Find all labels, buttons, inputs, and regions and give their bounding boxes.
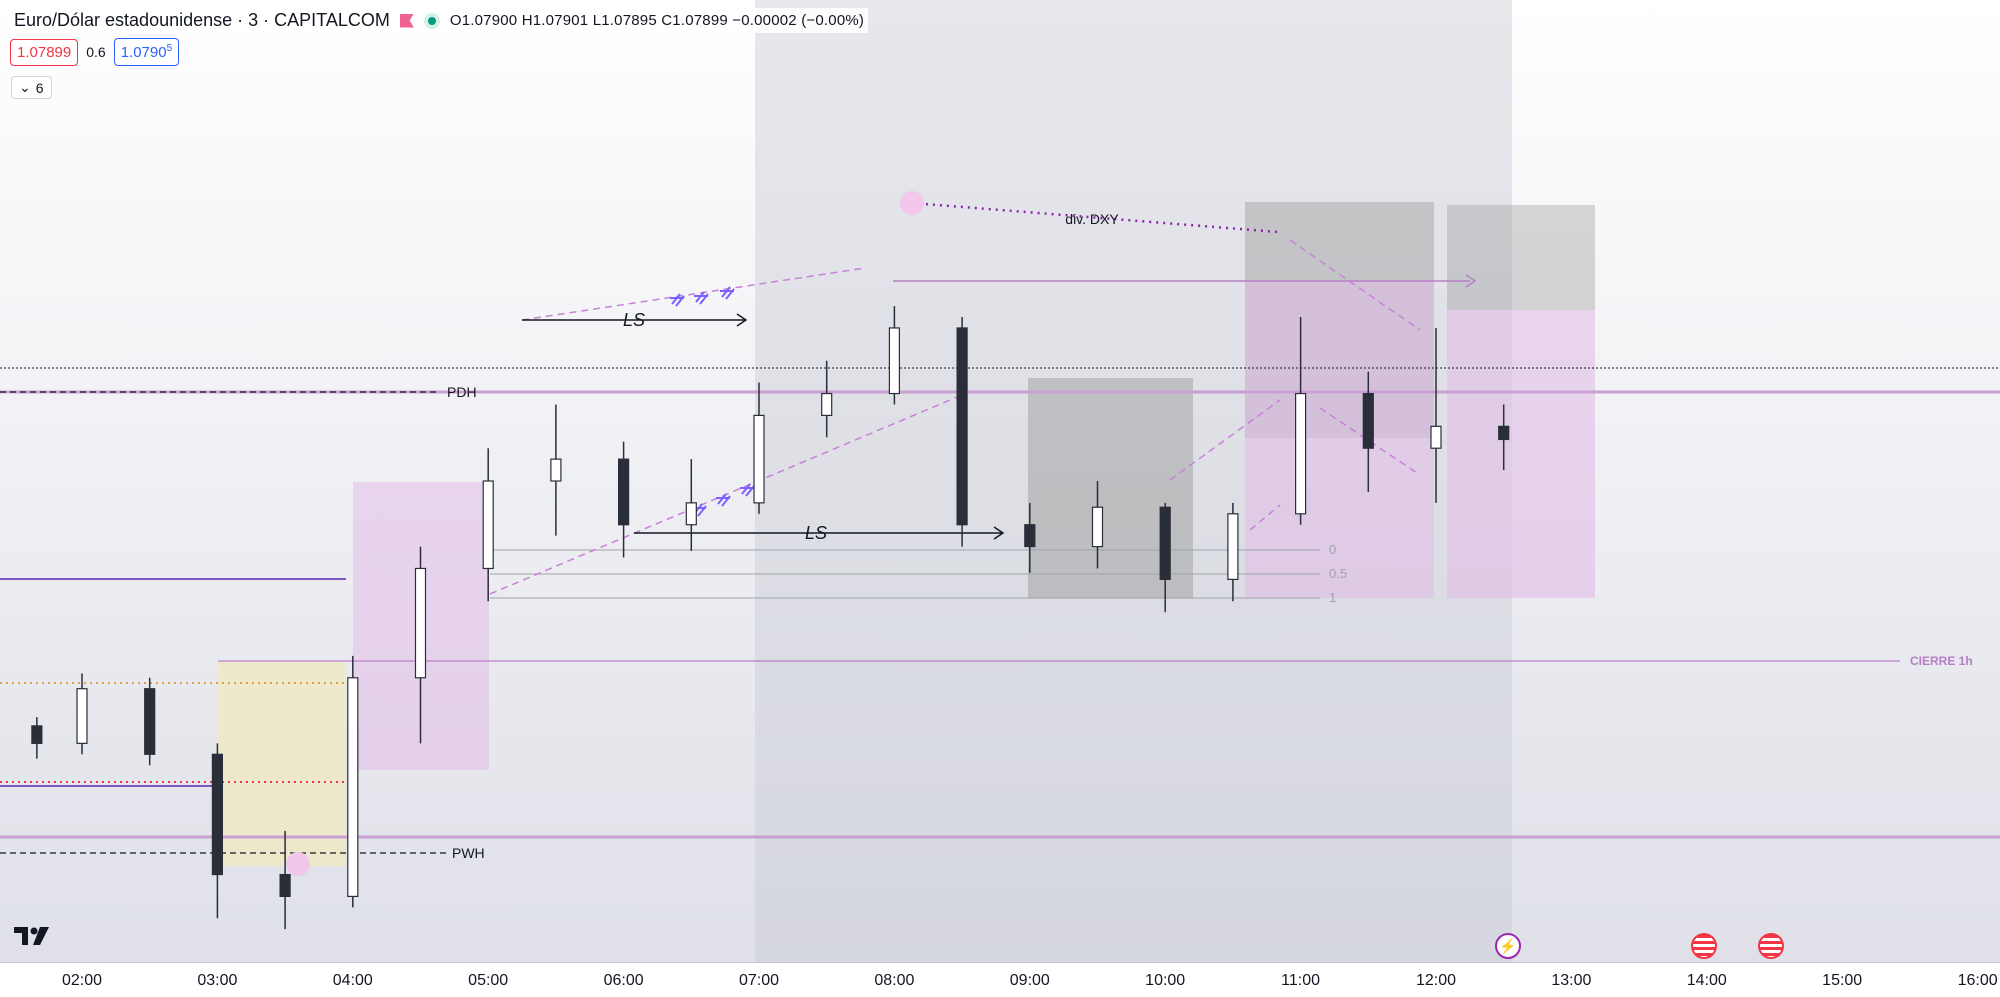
pwh-label: PWH [452,845,485,861]
fib-label-1: 1 [1329,590,1336,605]
ls-label-top: LS [623,310,645,330]
indicator-count: 6 [35,79,44,96]
candle-body [414,567,427,679]
chevron-down-icon: ⌄ [19,79,31,95]
candle-body [482,480,494,570]
x-tick-label: 07:00 [738,972,780,989]
candle-body [279,873,291,898]
indicators-toggle[interactable]: ⌄ 6 [11,76,52,99]
channel-upper [521,267,866,321]
flag-icon[interactable] [399,13,414,28]
ls-arrow-top-head [736,313,748,327]
x-tick-label: 06:00 [603,972,644,989]
pink-zone-2 [1245,280,1434,598]
grey-zone-3 [1447,205,1595,310]
candle-body [1294,392,1307,515]
candle-body [956,327,968,526]
x-tick-label: 12:00 [1415,972,1457,989]
ls-arrow-bottom-head [993,526,1005,540]
yellow-zone [218,662,346,866]
symbol-legend[interactable]: Euro/Dólar estadounidense · 3 · CAPITALC… [10,8,869,33]
buy-price-sup: 5 [166,43,173,54]
fib-label-05: 0.5 [1329,566,1347,581]
us-flag-event-icon[interactable] [1691,933,1717,959]
candle-body [753,414,765,504]
purple-level-arrow [1465,274,1477,288]
x-tick-label: 16:00 [1957,972,1998,989]
us-flag-event-icon-2[interactable] [1758,933,1784,959]
candle-body [1362,392,1374,449]
price-chart[interactable]: LS LS div. DXY PDH PWH CIERRE 1h 0 0.5 1 [0,0,2000,962]
pdh-label: PDH [447,384,477,400]
pink-zone-3 [1447,310,1595,598]
candle-body [617,458,630,526]
x-tick-label: 08:00 [874,972,915,989]
pwh-touch-marker [286,852,310,876]
ohlc-values: O1.07900 H1.07901 L1.07895 C1.07899 −0.0… [449,12,865,29]
candle-body [1430,425,1442,449]
x-tick-label: 03:00 [197,972,238,989]
candle-body [76,688,88,744]
candle-body [31,725,43,744]
div-dxy-line [911,201,1279,234]
candle-body [1159,506,1171,580]
candle-body [1024,524,1036,548]
x-tick-label: 13:00 [1551,972,1592,989]
candles [31,306,1510,930]
div-dxy-marker [900,191,924,215]
x-tick-label: 14:00 [1686,972,1727,989]
candle-body [888,327,901,395]
candle-body [685,502,697,526]
tradingview-logo-icon[interactable] [14,925,54,947]
spread-value: 0.6 [86,44,106,60]
candle-body [211,753,223,876]
x-tick-label: 05:00 [468,972,509,989]
x-tick-label: 10:00 [1145,972,1186,989]
x-tick-label: 02:00 [61,972,103,989]
x-tick-label: 11:00 [1281,972,1321,989]
candle-body [550,458,562,482]
time-axis[interactable]: 02:00 03:00 04:00 05:00 06:00 07:00 08:00 09:00… [0,962,2000,997]
cierre-1h-label: CIERRE 1h [1910,654,1973,668]
symbol-title[interactable]: Euro/Dólar estadounidense · 3 · CAPITALC… [14,10,390,30]
candle-body [347,677,359,898]
candle-body [1498,425,1510,441]
channel-2-lower [1169,399,1281,481]
candle-body [1091,506,1104,548]
candle-body [144,688,156,755]
sell-button[interactable]: 1.07899 [10,38,79,66]
ls-label-bottom: LS [805,523,827,543]
x-tick-label: 15:00 [1822,972,1863,989]
dna-icon-group-top [670,286,735,307]
wedge-upper [1289,239,1421,331]
lightning-event-icon[interactable]: ⚡ [1495,933,1521,959]
candle-body [1227,513,1239,580]
market-open-icon [423,12,440,29]
trade-buttons: 1.07899 0.6 1.07905 [10,38,180,66]
div-dxy-label: div. DXY [1065,211,1119,227]
buy-button[interactable]: 1.07905 [113,38,180,66]
fib-label-0: 0 [1329,542,1336,557]
buy-price: 1.0790 [120,44,167,61]
candle-body [821,392,833,417]
x-tick-label: 04:00 [332,972,373,989]
channel-2-lower-b [1249,504,1281,531]
x-tick-label: 09:00 [1009,972,1050,989]
